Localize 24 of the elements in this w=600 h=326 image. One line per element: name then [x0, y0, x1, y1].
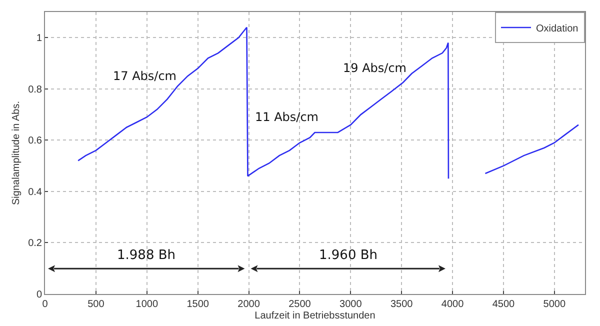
x-tick-label: 5000: [543, 299, 566, 310]
y-tick-label: 0: [36, 290, 42, 300]
y-tick-label: 0.2: [28, 238, 42, 250]
x-tick-label: 2000: [238, 299, 260, 310]
annotation: 17 Abs/cm: [113, 69, 176, 83]
y-tick-label: 0.4: [28, 186, 42, 198]
legend-label: Oxidation: [536, 23, 578, 34]
annotation: 11 Abs/cm: [255, 110, 318, 124]
x-tick-label: 4500: [492, 299, 516, 310]
annotation: 19 Abs/cm: [343, 61, 406, 75]
x-tick-label: 4000: [441, 299, 464, 310]
x-axis-title: Laufzeit in Betriebsstunden: [254, 310, 376, 322]
x-tick-label: 3000: [340, 299, 362, 310]
x-tick-label: 1500: [186, 299, 210, 310]
y-tick-label: 0.6: [28, 136, 42, 147]
x-tick-label: 3500: [390, 299, 414, 310]
y-tick-label: 1: [36, 33, 42, 44]
annotation: 1.988 Bh: [117, 248, 176, 263]
y-axis-title: Signalamplitude in Abs.: [11, 101, 22, 205]
x-tick-label: 2500: [288, 299, 312, 310]
x-tick-label: 1000: [136, 299, 158, 310]
annotation: 1.960 Bh: [319, 248, 378, 263]
y-tick-label: 0.8: [28, 84, 42, 96]
x-tick-label: 500: [88, 299, 105, 310]
